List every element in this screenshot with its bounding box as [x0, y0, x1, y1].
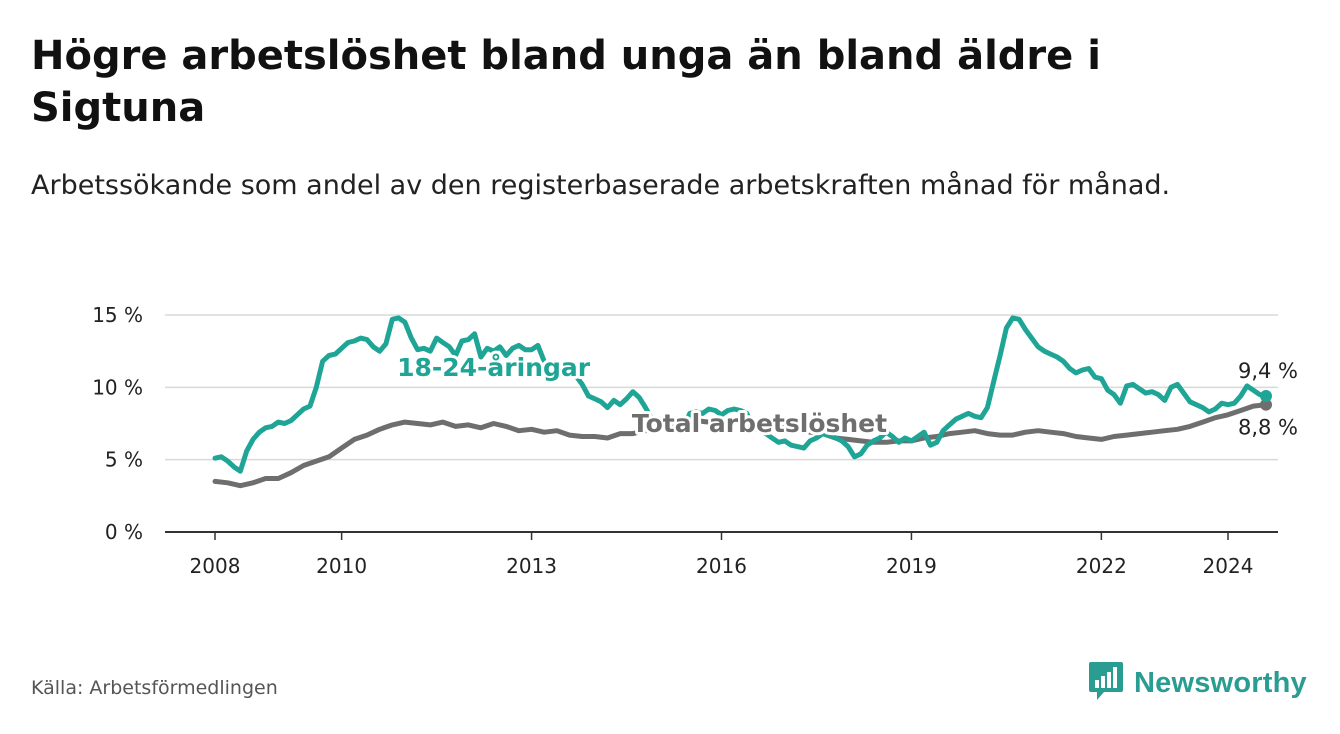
x-tick-label: 2013 — [506, 554, 557, 578]
chart-subtitle: Arbetssökande som andel av den registerb… — [31, 170, 1171, 201]
series-line-total — [212, 402, 1269, 489]
y-tick-label: 15 % — [92, 303, 143, 327]
x-tick-label: 2008 — [190, 554, 241, 578]
y-tick-label: 5 % — [105, 448, 143, 472]
newsworthy-logo-icon — [1088, 660, 1124, 706]
end-value-label: 8,8 % — [1238, 416, 1298, 440]
x-tick-label: 2024 — [1203, 554, 1254, 578]
series-end-point — [1259, 398, 1272, 411]
series-label-youth: 18-24-åringar — [397, 353, 591, 382]
gridlines — [165, 314, 1278, 533]
x-tick-label: 2010 — [316, 554, 367, 578]
newsworthy-logo-text: Newsworthy — [1134, 666, 1307, 699]
series-labels: 18-24-åringar 9,4 % Total arbetslöshet 8,8 … — [394, 350, 1300, 442]
series-line-youth — [212, 315, 1269, 474]
y-tick-label: 0 % — [105, 520, 143, 544]
source-note: Källa: Arbetsförmedlingen — [31, 677, 278, 699]
end-value-label: 9,4 % — [1238, 359, 1298, 383]
series-label-total: Total arbetslöshet — [632, 409, 887, 438]
line-chart: 0 %5 %10 %15 % 2008 2010 2013 2016 2019 2022 2… — [92, 303, 1300, 578]
x-tick-label: 2022 — [1076, 554, 1127, 578]
y-tick-label: 10 % — [92, 375, 143, 399]
series-lines — [212, 315, 1272, 489]
newsworthy-logo[interactable]: Newsworthy — [1088, 660, 1307, 706]
x-tick-label: 2019 — [886, 554, 937, 578]
x-tick-label: 2016 — [696, 554, 747, 578]
y-axis-ticks: 0 % 5 % 10 % 15 % — [92, 303, 143, 544]
chart-title: Högre arbetslöshet bland unga än bland ä… — [31, 33, 1101, 131]
x-axis-ticks: 2008 2010 2013 2016 2019 2022 2024 — [190, 532, 1254, 578]
series-end-point — [1259, 390, 1272, 403]
